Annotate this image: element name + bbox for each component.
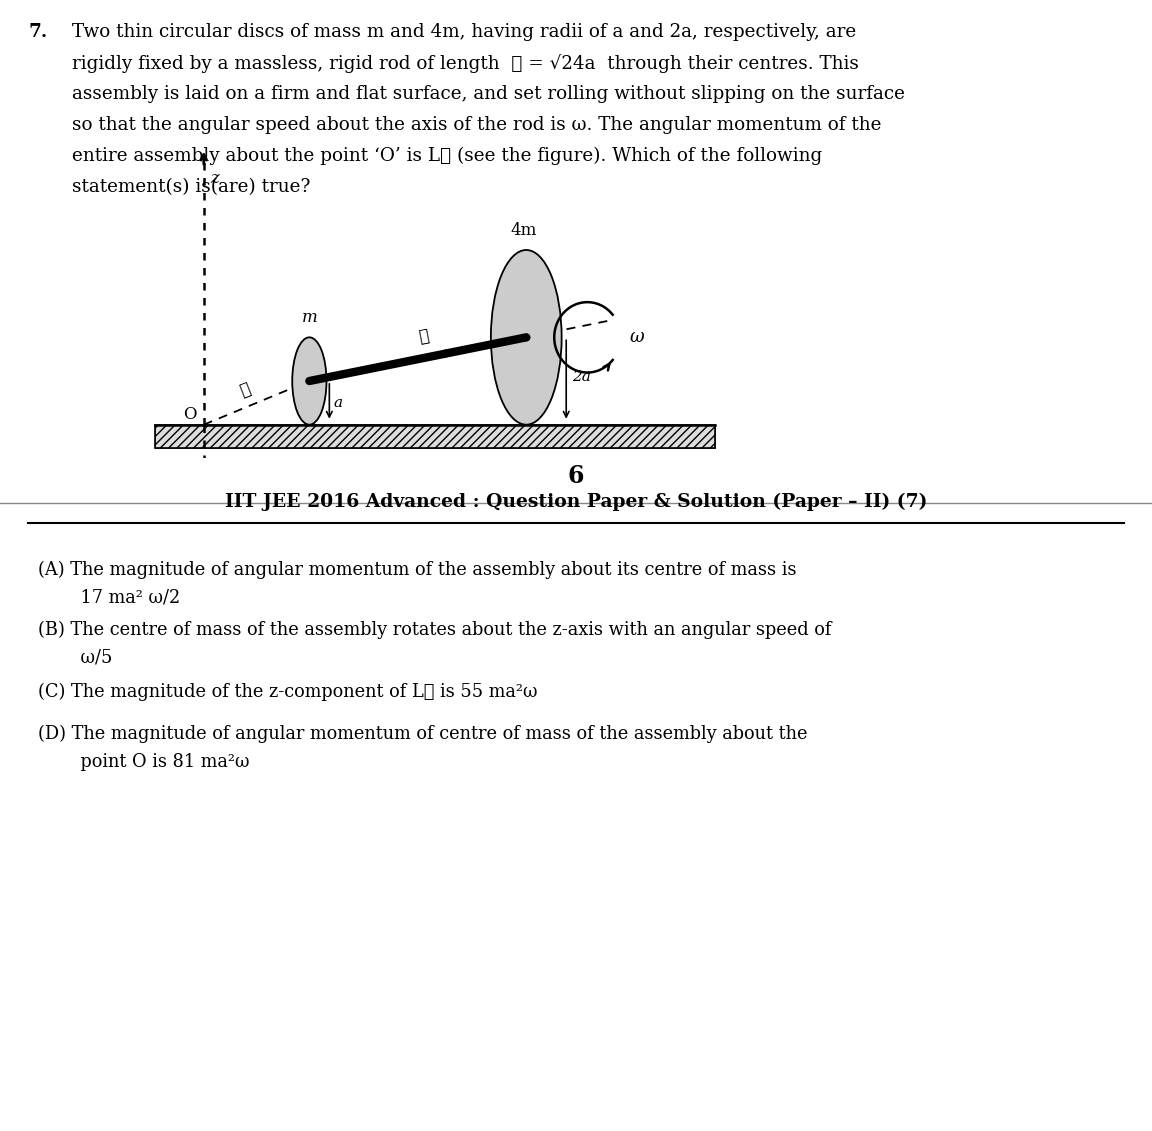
Text: (A) The magnitude of angular momentum of the assembly about its centre of mass i: (A) The magnitude of angular momentum of… (38, 561, 796, 579)
Text: 7.: 7. (28, 23, 47, 41)
Text: 4m: 4m (510, 222, 537, 239)
Text: ℓ: ℓ (237, 380, 253, 400)
Text: 6: 6 (568, 464, 584, 487)
Text: ω/5: ω/5 (58, 649, 113, 667)
Text: a: a (334, 396, 343, 409)
Text: ω: ω (629, 328, 644, 346)
Text: Two thin circular discs of mass m and 4m, having radii of a and 2a, respectively: Two thin circular discs of mass m and 4m… (71, 23, 856, 41)
Text: 2a: 2a (571, 370, 591, 383)
Text: statement(s) is(are) true?: statement(s) is(are) true? (71, 178, 310, 196)
Text: (C) The magnitude of the z-component of L⃗ is 55 ma²ω: (C) The magnitude of the z-component of … (38, 683, 538, 701)
Ellipse shape (491, 250, 562, 425)
Text: IIT JEE 2016 Advanced : Question Paper & Solution (Paper – II) (7): IIT JEE 2016 Advanced : Question Paper &… (225, 493, 927, 511)
Text: m: m (302, 310, 317, 327)
Ellipse shape (293, 337, 326, 425)
Bar (156, 425, 714, 448)
Text: z: z (211, 170, 219, 187)
Text: ℓ: ℓ (417, 327, 430, 346)
Text: point O is 81 ma²ω: point O is 81 ma²ω (58, 753, 250, 771)
Text: (D) The magnitude of angular momentum of centre of mass of the assembly about th: (D) The magnitude of angular momentum of… (38, 725, 808, 743)
Text: rigidly fixed by a massless, rigid rod of length  ℓ = √24a  through their centre: rigidly fixed by a massless, rigid rod o… (71, 54, 859, 72)
Text: so that the angular speed about the axis of the rod is ω. The angular momentum o: so that the angular speed about the axis… (71, 116, 881, 133)
Text: entire assembly about the point ‘O’ is L⃗ (see the figure). Which of the followi: entire assembly about the point ‘O’ is L… (71, 147, 823, 165)
Text: (B) The centre of mass of the assembly rotates about the z-axis with an angular : (B) The centre of mass of the assembly r… (38, 621, 832, 639)
Text: assembly is laid on a firm and flat surface, and set rolling without slipping on: assembly is laid on a firm and flat surf… (71, 85, 905, 103)
Text: 17 ma² ω/2: 17 ma² ω/2 (58, 589, 180, 607)
Bar (156, 425, 714, 448)
Text: O: O (183, 406, 197, 423)
